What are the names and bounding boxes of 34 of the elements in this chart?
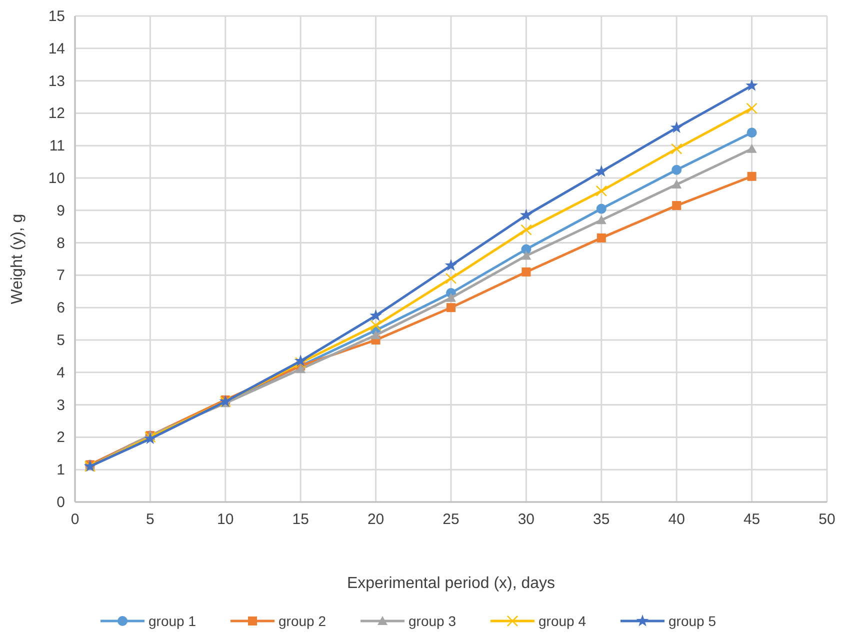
- y-tick-label: 11: [49, 138, 65, 155]
- y-tick-label: 2: [56, 429, 65, 446]
- y-tick-label: 5: [56, 332, 65, 349]
- x-tick-label: 20: [367, 511, 384, 528]
- x-tick-label: 10: [217, 511, 234, 528]
- y-tick-label: 13: [48, 72, 65, 90]
- y-tick-label: 15: [48, 8, 65, 25]
- x-tick-label: 35: [593, 511, 610, 528]
- y-tick-label: 4: [56, 364, 65, 382]
- x-tick-label: 0: [70, 511, 80, 528]
- y-tick-label: 7: [56, 267, 65, 284]
- y-tick-label: 1: [56, 462, 65, 479]
- y-tick-label: 10: [48, 170, 65, 187]
- legend-label: group 4: [538, 613, 586, 629]
- y-tick-label: 3: [56, 396, 65, 414]
- x-tick-label: 30: [518, 511, 535, 528]
- y-tick-label: 12: [48, 105, 65, 122]
- x-tick-label: 40: [668, 511, 685, 528]
- x-tick-label: 45: [743, 511, 760, 528]
- x-tick-label: 25: [442, 511, 460, 528]
- y-axis-title: Weight (y), g: [9, 214, 26, 304]
- x-axis-title: Experimental period (x), days: [346, 575, 556, 592]
- x-tick-label: 5: [146, 511, 154, 528]
- y-tick-label: 6: [56, 300, 65, 317]
- y-tick-label: 9: [56, 202, 65, 220]
- y-tick-label: 0: [56, 494, 65, 511]
- x-tick-label: 15: [292, 511, 309, 528]
- x-tick-label: 50: [818, 511, 836, 528]
- legend-label: group 2: [278, 613, 326, 629]
- legend-label: group 3: [408, 613, 456, 629]
- y-tick-label: 8: [56, 234, 65, 252]
- legend-label: group 1: [148, 613, 196, 629]
- y-tick-label: 14: [48, 40, 65, 58]
- legend-label: group 5: [668, 613, 716, 629]
